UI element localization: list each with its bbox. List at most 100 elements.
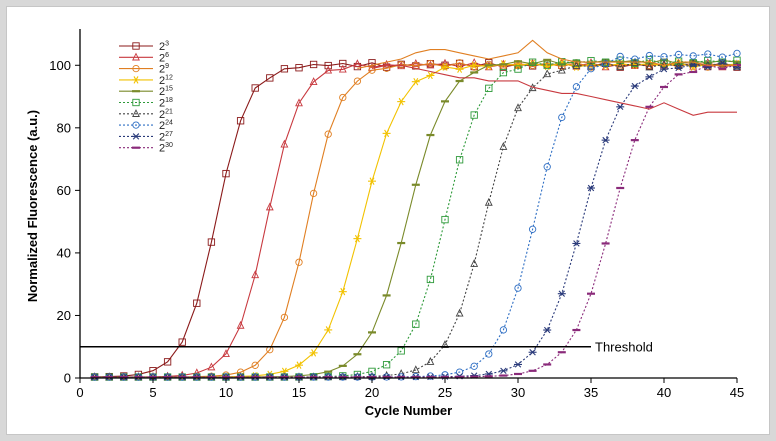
data-point <box>412 320 420 328</box>
data-point <box>353 234 362 243</box>
legend-item: 29 <box>119 63 169 76</box>
y-tick-label: 20 <box>57 308 71 323</box>
data-point <box>441 63 449 71</box>
y-axis-title: Normalized Fluorescence (a.u.) <box>25 110 40 302</box>
axes: 0 5 10 15 20 25 30 35 40 45 0 20 40 60 80 100 <box>49 29 744 400</box>
data-point <box>251 270 260 279</box>
data-point <box>178 338 186 346</box>
data-point <box>470 362 478 370</box>
data-point <box>689 52 697 60</box>
data-point <box>132 121 140 129</box>
data-point <box>309 349 318 357</box>
data-point <box>455 59 464 67</box>
data-point <box>411 365 420 374</box>
data-point <box>295 361 303 369</box>
threshold-label: Threshold <box>595 340 653 355</box>
data-point <box>426 59 435 68</box>
data-point <box>616 52 624 61</box>
data-point <box>295 98 303 107</box>
legend-label: 230 <box>159 142 173 155</box>
data-point <box>397 61 405 69</box>
data-point <box>207 362 216 371</box>
legend-label: 23 <box>159 41 169 54</box>
x-tick-label: 25 <box>438 385 452 400</box>
data-point <box>324 326 333 334</box>
data-point <box>280 139 289 148</box>
y-tick-label: 40 <box>57 245 71 260</box>
series-2-15 <box>90 58 741 379</box>
data-point <box>660 59 668 68</box>
data-point <box>280 313 289 321</box>
data-point <box>324 61 332 70</box>
data-point <box>616 103 625 111</box>
chart-svg: Threshold 0 5 10 15 20 25 30 35 40 45 0 20 40 60 80 100… <box>25 29 744 418</box>
data-point <box>280 65 289 73</box>
x-axis-title: Cycle Number <box>365 403 452 418</box>
data-point <box>132 109 140 117</box>
data-point <box>514 61 522 70</box>
x-tick-label: 30 <box>511 385 525 400</box>
data-point <box>265 202 274 211</box>
data-point <box>207 238 216 246</box>
data-point <box>353 77 362 85</box>
data-point <box>601 136 610 144</box>
data-point <box>397 97 406 106</box>
data-point <box>132 76 140 84</box>
legend-label: 26 <box>159 52 169 65</box>
data-point <box>455 308 464 317</box>
data-point <box>368 59 376 67</box>
data-point <box>587 57 595 65</box>
y-tick-label: 100 <box>49 58 71 73</box>
data-point <box>484 197 493 206</box>
data-point <box>601 60 610 68</box>
data-point <box>132 133 140 140</box>
series-line <box>94 62 738 378</box>
data-point <box>132 64 140 73</box>
data-point <box>528 58 537 66</box>
legend-label-exponent: 24 <box>165 120 173 127</box>
data-point <box>630 82 639 90</box>
series-line <box>94 64 738 378</box>
legend-label-exponent: 6 <box>165 52 169 59</box>
series-line <box>94 62 738 378</box>
data-point <box>718 62 727 71</box>
legend-label-exponent: 3 <box>165 41 169 48</box>
data-point <box>514 65 522 73</box>
data-point <box>528 349 537 356</box>
legend-label-exponent: 15 <box>165 86 173 93</box>
x-tick-label: 45 <box>730 385 744 400</box>
data-point <box>704 50 712 58</box>
legend-label-exponent: 27 <box>165 131 173 138</box>
annotation-curve <box>357 39 737 69</box>
data-point <box>645 62 654 71</box>
series-2-18 <box>90 55 741 381</box>
data-point <box>674 64 683 72</box>
data-point <box>572 83 581 91</box>
annotation-curve <box>371 64 737 116</box>
data-point <box>251 84 259 92</box>
data-point <box>455 156 464 164</box>
data-point <box>543 62 552 71</box>
series-line <box>94 62 738 378</box>
legend-item: 26 <box>119 52 169 65</box>
data-point <box>324 65 333 74</box>
data-point <box>572 61 581 69</box>
legend-item: 230 <box>119 142 173 155</box>
data-point <box>324 130 332 138</box>
x-tick-label: 5 <box>149 385 156 400</box>
data-point <box>426 60 435 69</box>
data-point <box>339 93 347 102</box>
legend-label: 29 <box>159 63 169 76</box>
data-point <box>295 258 303 266</box>
data-point <box>499 326 508 334</box>
series-line <box>94 62 738 378</box>
data-point <box>132 98 140 107</box>
x-tick-label: 20 <box>365 385 379 400</box>
data-point <box>455 368 464 376</box>
series-2-24 <box>90 49 741 381</box>
data-point <box>455 65 464 73</box>
data-point <box>499 68 508 77</box>
data-point <box>543 69 552 78</box>
data-point <box>514 361 522 368</box>
data-point <box>353 59 362 68</box>
